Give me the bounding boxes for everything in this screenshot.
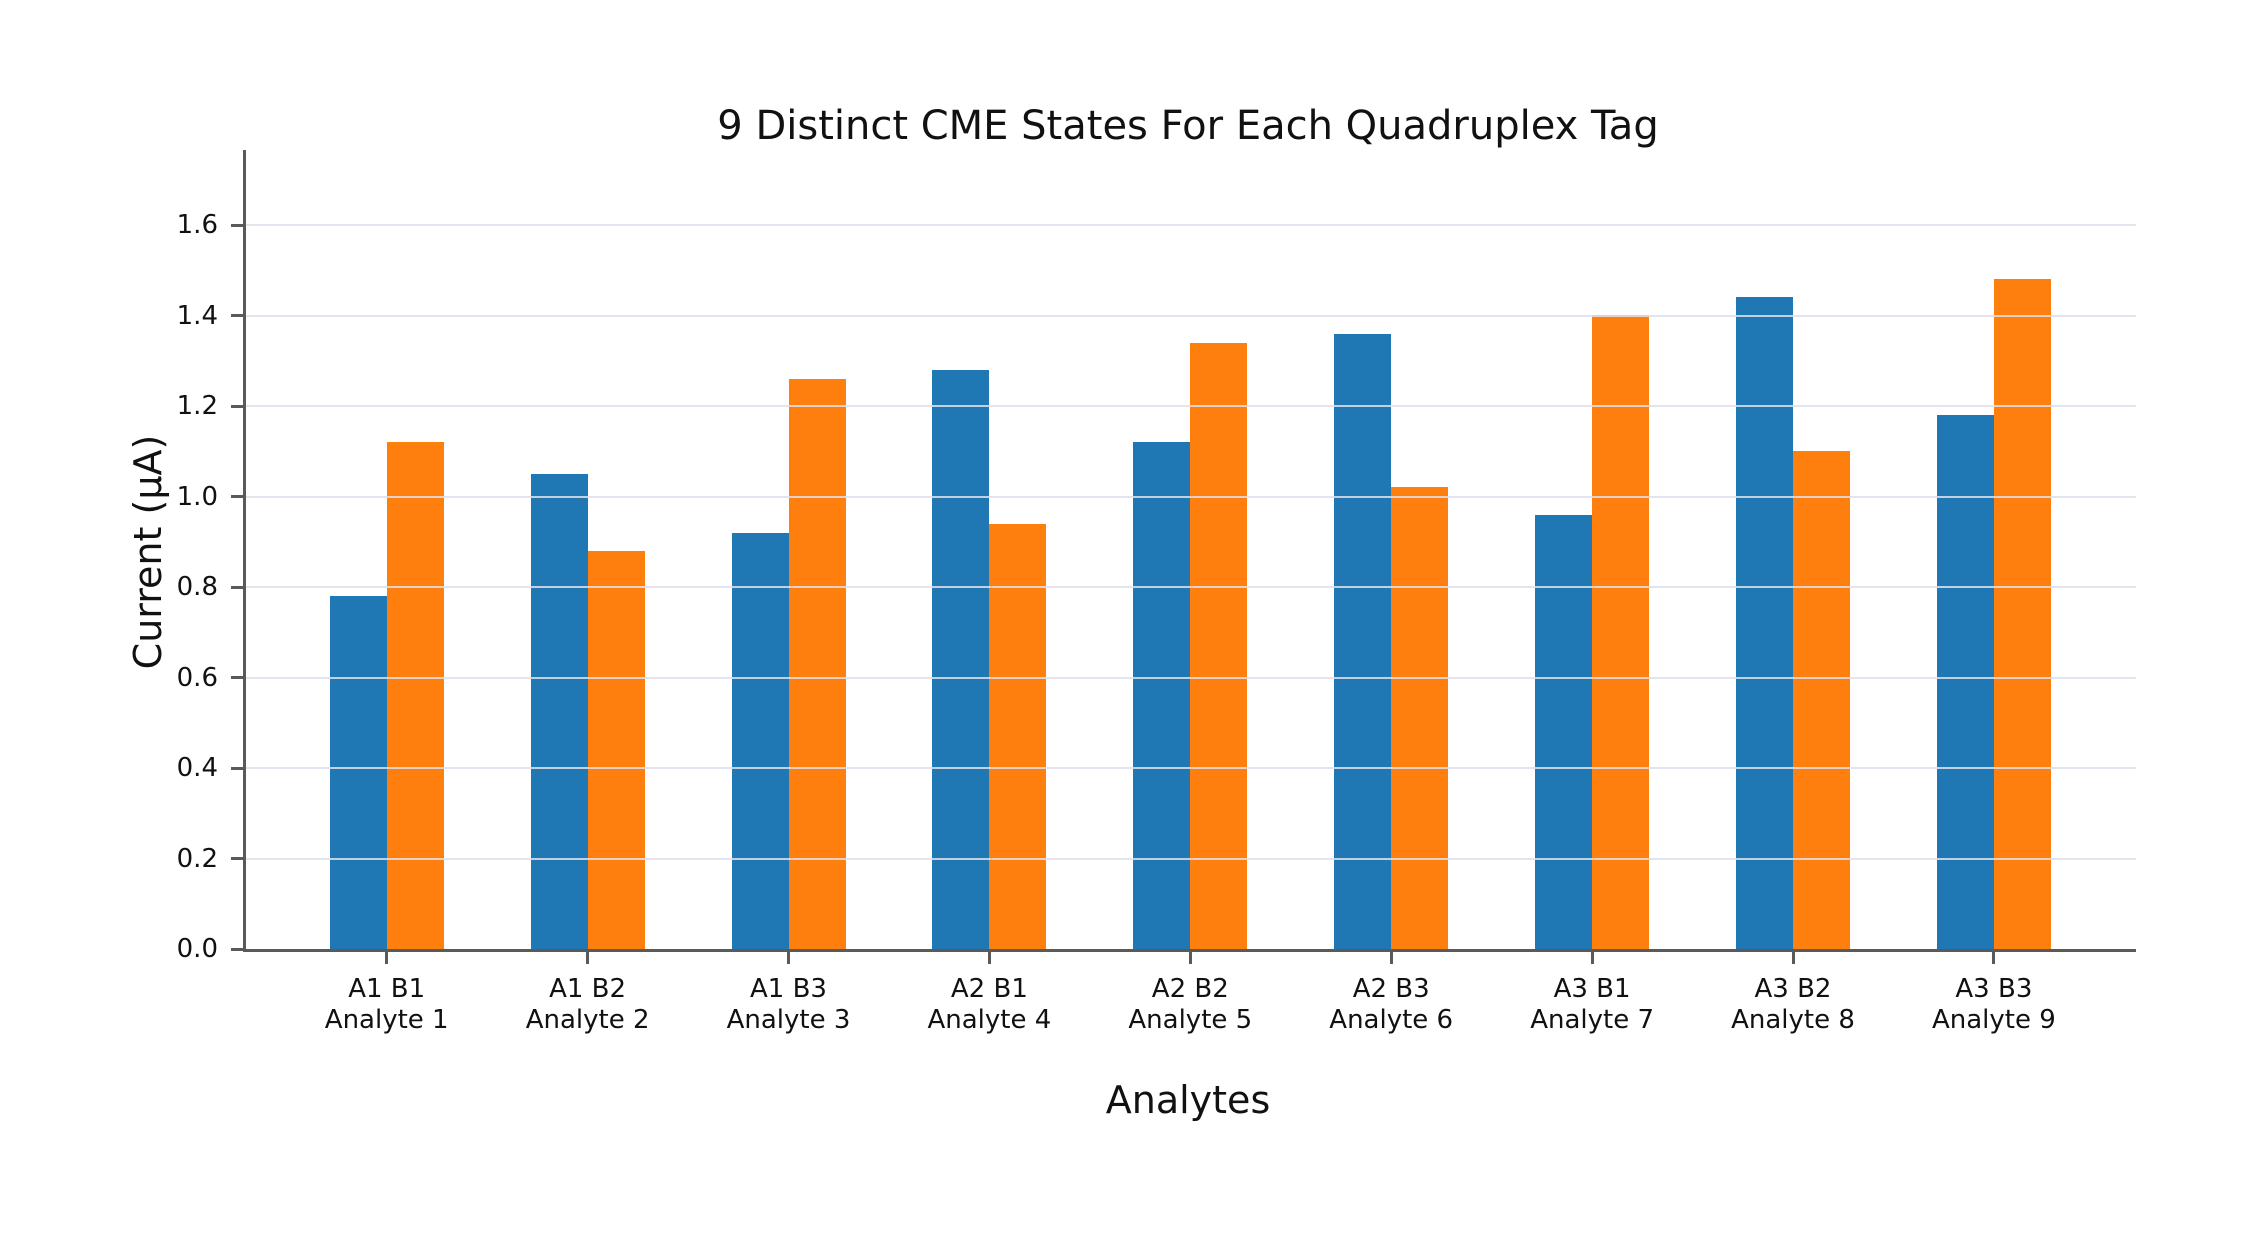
x-tick-label: A3 B3 Analyte 9	[1932, 974, 2056, 1036]
bar-orange-analyte-2	[588, 551, 645, 949]
bar-blue-analyte-9	[1937, 415, 1994, 949]
bar-orange-analyte-7	[1592, 315, 1649, 949]
x-tick-label-analyte: Analyte 5	[1128, 1005, 1253, 1035]
x-tick-label-tag: A2 B3	[1352, 974, 1430, 1004]
x-tick-label-tag: A1 B1	[348, 974, 426, 1004]
x-tick-label-analyte: Analyte 6	[1329, 1005, 1454, 1035]
x-tick-label-tag: A1 B2	[549, 974, 627, 1004]
x-tick-label-analyte: Analyte 2	[525, 1005, 650, 1035]
bar-orange-analyte-5	[1190, 343, 1247, 949]
x-tick-mark	[1389, 952, 1393, 964]
bar-orange-analyte-4	[989, 524, 1046, 949]
bar-blue-analyte-5	[1133, 442, 1190, 949]
bar-orange-analyte-8	[1793, 451, 1850, 949]
x-tick-label: A2 B2 Analyte 5	[1128, 974, 1252, 1036]
bar-blue-analyte-7	[1535, 515, 1592, 949]
y-tick-mark	[231, 947, 243, 951]
y-tick-mark	[231, 676, 243, 679]
chart-title: 9 Distinct CME States For Each Quadruple…	[717, 103, 1659, 149]
x-tick-mark	[1188, 952, 1192, 964]
x-tick-mark	[787, 952, 790, 964]
x-tick-label-analyte: Analyte 7	[1530, 1005, 1654, 1035]
bar-blue-analyte-8	[1736, 297, 1793, 949]
gridline	[246, 676, 2136, 679]
y-tick-mark	[231, 404, 243, 408]
x-tick-label: A3 B2 Analyte 8	[1731, 974, 1855, 1036]
x-tick-label-analyte: Analyte 4	[927, 1005, 1052, 1035]
y-tick-mark	[231, 766, 243, 770]
bar-orange-analyte-6	[1391, 487, 1448, 949]
gridline	[246, 314, 2136, 317]
bar-blue-analyte-3	[732, 533, 789, 949]
y-tick-label: 1.2	[176, 391, 218, 421]
y-tick-label: 0.8	[176, 572, 218, 602]
y-tick-mark	[231, 223, 243, 227]
x-tick-label-tag: A3 B2	[1754, 974, 1832, 1004]
x-tick-label-tag: A3 B3	[1955, 974, 2033, 1004]
y-tick-label: 1.6	[176, 210, 218, 240]
gridline	[246, 495, 2136, 498]
y-axis-label: Current (µA)	[126, 434, 170, 670]
y-tick-label: 1.0	[176, 481, 218, 512]
gridline	[246, 767, 2136, 769]
x-tick-label-tag: A2 B1	[950, 974, 1028, 1004]
y-tick-mark	[231, 314, 243, 317]
x-tick-label-analyte: Analyte 9	[1931, 1005, 2056, 1035]
x-tick-label: A2 B1 Analyte 4	[927, 974, 1051, 1036]
gridline	[246, 857, 2136, 860]
bar-blue-analyte-4	[932, 370, 989, 949]
x-tick-label-analyte: Analyte 1	[324, 1005, 449, 1035]
gridline	[246, 224, 2136, 226]
x-tick-label: A1 B1 Analyte 1	[325, 974, 449, 1036]
bar-orange-analyte-9	[1994, 279, 2051, 949]
x-tick-label: A2 B3 Analyte 6	[1329, 974, 1453, 1036]
x-axis-label: Analytes	[1105, 1078, 1271, 1122]
x-tick-mark	[1992, 952, 1996, 964]
bar-blue-analyte-2	[531, 474, 588, 949]
x-tick-label: A1 B2 Analyte 2	[526, 974, 650, 1036]
y-tick-label: 0.0	[176, 934, 218, 964]
y-tick-label: 1.4	[176, 300, 218, 331]
y-tick-label: 0.2	[176, 843, 218, 874]
bar-blue-analyte-1	[330, 596, 387, 949]
bar-orange-analyte-1	[387, 442, 444, 949]
y-tick-mark	[231, 495, 243, 498]
bar-blue-analyte-6	[1334, 334, 1391, 949]
x-tick-label-tag: A1 B3	[750, 974, 827, 1004]
y-tick-mark	[231, 857, 243, 860]
y-tick-label: 0.6	[176, 662, 218, 693]
x-tick-mark	[987, 952, 991, 964]
gridline	[246, 405, 2136, 407]
x-tick-label: A3 B1 Analyte 7	[1530, 974, 1654, 1036]
y-tick-label: 0.4	[176, 753, 218, 783]
x-tick-mark	[1590, 952, 1594, 964]
x-tick-label-analyte: Analyte 3	[726, 1005, 851, 1035]
x-tick-label: A1 B3 Analyte 3	[727, 974, 851, 1036]
y-tick-mark	[231, 585, 243, 589]
x-tick-mark	[1791, 952, 1795, 964]
x-tick-mark	[385, 952, 389, 964]
gridline	[246, 586, 2136, 588]
bar-orange-analyte-3	[789, 379, 846, 949]
plot-area: 0.0 0.2 0.4 0.6 0.8 1.0 1.2 1.4 1.6 A1 B1 Analyte …	[177, 150, 2136, 1035]
x-tick-label-analyte: Analyte 8	[1731, 1005, 1855, 1035]
x-tick-mark	[586, 952, 590, 964]
x-tick-label-tag: A2 B2	[1151, 974, 1229, 1004]
x-tick-label-tag: A3 B1	[1553, 974, 1631, 1004]
